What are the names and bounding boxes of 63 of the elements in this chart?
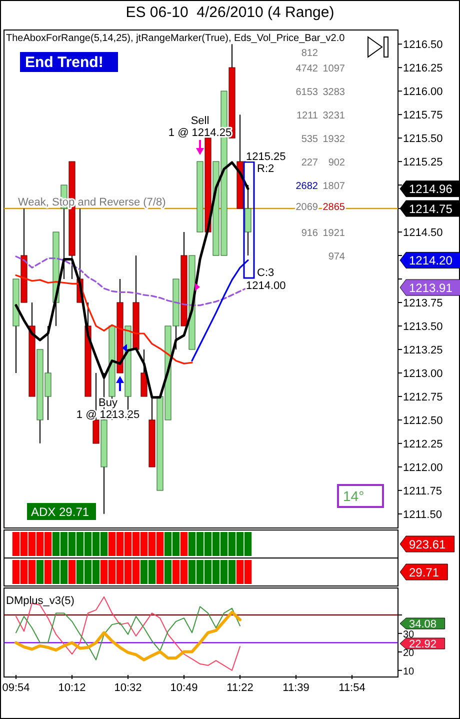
y-tick-label: 1212.00	[403, 462, 443, 474]
y-tick-label: 1215.75	[403, 110, 443, 122]
chart-subtitle: TheAboxForRange(5,14,25), jtRangeMarker(True), Eds_Vol_Price_Bar_v2.0	[6, 33, 346, 44]
annotation: 1807	[322, 181, 346, 192]
annotation: 4742	[296, 64, 318, 75]
x-tick-label: 11:54	[338, 682, 366, 694]
text: 1214.96	[409, 182, 453, 196]
y-tick-label: 1213.50	[403, 320, 443, 333]
y-tick-label: 1215.25	[403, 156, 443, 169]
y-tick-label: 1215.50	[403, 133, 443, 146]
x-tick-label: 09:54	[2, 682, 30, 694]
annotation: 812	[301, 48, 318, 59]
annotation: 1932	[322, 134, 346, 146]
annotation: Sell	[190, 115, 210, 127]
y-tick-label: 1211.75	[403, 485, 442, 498]
y-tick-label: 1213.25	[403, 344, 443, 356]
text: 1213.91	[409, 280, 453, 295]
annotation: 902	[328, 158, 346, 169]
annotation: 916	[301, 228, 318, 239]
text: 923.61	[409, 537, 446, 552]
annotation: 2682	[296, 181, 318, 192]
annotation: 3231	[322, 110, 346, 122]
y-tick-label: 1212.25	[403, 438, 443, 450]
y-tick-label: 1216.50	[403, 39, 443, 52]
chart-title: ES 06-10 4/26/2010 (4 Range)	[126, 4, 334, 21]
text: 1214.75	[409, 202, 453, 216]
annotation: R:2	[257, 163, 274, 175]
annotation: ADX 29.71	[31, 505, 90, 519]
y-tick-label: 1212.50	[403, 414, 443, 427]
annotation: 1214.00	[246, 280, 286, 292]
annotation: End Trend!	[25, 54, 104, 71]
y-tick-label: 1216.25	[403, 62, 443, 75]
annotation: 1211	[296, 110, 318, 122]
annotation: 14°	[343, 488, 364, 504]
y-tick-label: 30	[403, 629, 415, 640]
x-tick-label: 10:49	[170, 682, 198, 694]
y-tick-label: 1214.50	[403, 227, 443, 240]
annotation: 1921	[322, 228, 346, 239]
y-tick-label: 1213.00	[403, 368, 443, 380]
y-tick-label: 20	[403, 648, 415, 659]
text: 34.08	[409, 618, 437, 631]
x-tick-label: 10:32	[114, 682, 142, 694]
annotation: C:3	[257, 267, 274, 279]
annotation: 3283	[322, 87, 346, 98]
x-tick-label: 11:22	[226, 682, 254, 694]
text: 1214.20	[409, 254, 453, 268]
y-tick-label: 10	[403, 666, 415, 678]
chart-title: DMplus_v3(5)	[6, 595, 74, 607]
line-series	[15, 274, 193, 364]
y-tick-label: 1211.50	[403, 508, 442, 521]
annotation: 974	[328, 252, 346, 262]
annotation: 535	[301, 134, 318, 146]
text: 29.71	[409, 565, 440, 580]
x-tick-label: 10:12	[58, 682, 86, 694]
annotation: 227	[301, 158, 318, 169]
y-tick-label: 1212.75	[403, 391, 443, 404]
ref-line-label: Weak, Stop and Reverse (7/8)	[18, 196, 166, 209]
annotation: 1215.25	[246, 151, 286, 163]
annotation: 1097	[322, 64, 346, 75]
x-tick-label: 11:39	[282, 682, 310, 694]
annotation: 6153	[296, 87, 318, 98]
y-tick-label: 1216.00	[403, 86, 443, 98]
y-tick-label: 1213.75	[403, 297, 443, 310]
